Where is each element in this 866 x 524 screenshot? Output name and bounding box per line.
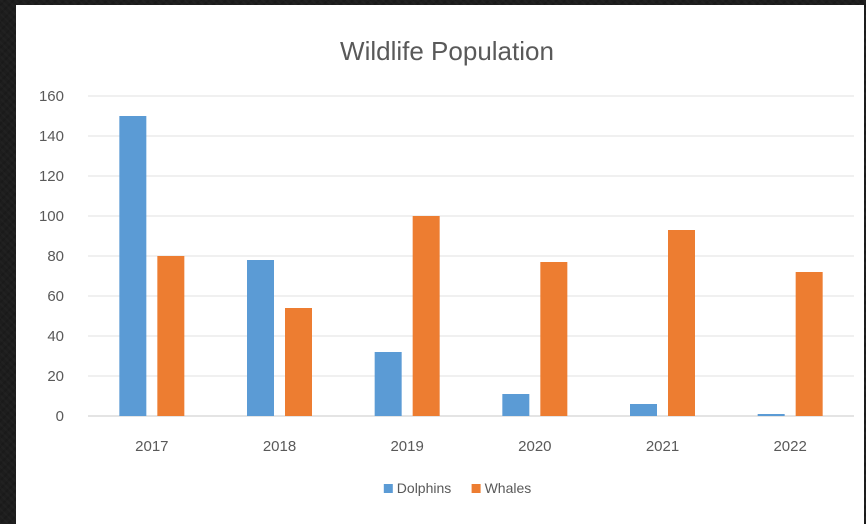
- legend-label-whales: Whales: [485, 480, 532, 496]
- wildlife-population-chart: Wildlife Population 0 20 40 60 80 100 120 140 16…: [39, 36, 854, 496]
- y-tick-label: 0: [56, 408, 64, 425]
- x-axis-ticks: 2017 2018 2019 2020 2021 2022: [135, 438, 807, 455]
- bar-dolphins-2017: [119, 116, 147, 416]
- y-tick-label: 60: [47, 288, 64, 305]
- x-tick-label: 2020: [518, 438, 551, 455]
- x-tick-label: 2017: [135, 438, 168, 455]
- bar-dolphins-2021: [630, 404, 657, 416]
- bar-dolphins-2019: [374, 352, 402, 416]
- y-tick-label: 100: [39, 208, 64, 225]
- y-tick-label: 80: [47, 248, 64, 265]
- gridlines: [88, 95, 854, 417]
- bar-whales-2021: [668, 230, 695, 416]
- bar-whales-2019: [412, 216, 440, 416]
- y-tick-label: 20: [47, 368, 64, 385]
- bar-dolphins-2020: [502, 394, 530, 416]
- y-tick-label: 140: [39, 128, 64, 145]
- x-tick-label: 2019: [390, 438, 423, 455]
- y-tick-label: 120: [39, 168, 64, 185]
- x-tick-label: 2022: [773, 438, 806, 455]
- chart-title: Wildlife Population: [340, 36, 554, 66]
- bar-whales-2017: [157, 256, 185, 416]
- y-tick-label: 40: [47, 328, 64, 345]
- bar-dolphins-2022: [757, 414, 785, 416]
- y-axis-ticks: 0 20 40 60 80 100 120 140 160: [39, 88, 64, 425]
- bar-whales-2018: [285, 308, 312, 416]
- bar-dolphins-2018: [247, 260, 274, 416]
- legend-swatch-whales: [471, 484, 481, 493]
- bar-whales-2022: [795, 272, 823, 416]
- x-tick-label: 2021: [646, 438, 679, 455]
- legend: Dolphins Whales: [383, 480, 532, 496]
- chart-panel: Wildlife Population 0 20 40 60 80 100 120 140 16…: [16, 5, 864, 524]
- y-tick-label: 160: [39, 88, 64, 105]
- x-tick-label: 2018: [263, 438, 296, 455]
- legend-swatch-dolphins: [383, 484, 393, 493]
- legend-label-dolphins: Dolphins: [397, 480, 451, 496]
- bar-whales-2020: [540, 262, 568, 416]
- bars: [119, 116, 823, 416]
